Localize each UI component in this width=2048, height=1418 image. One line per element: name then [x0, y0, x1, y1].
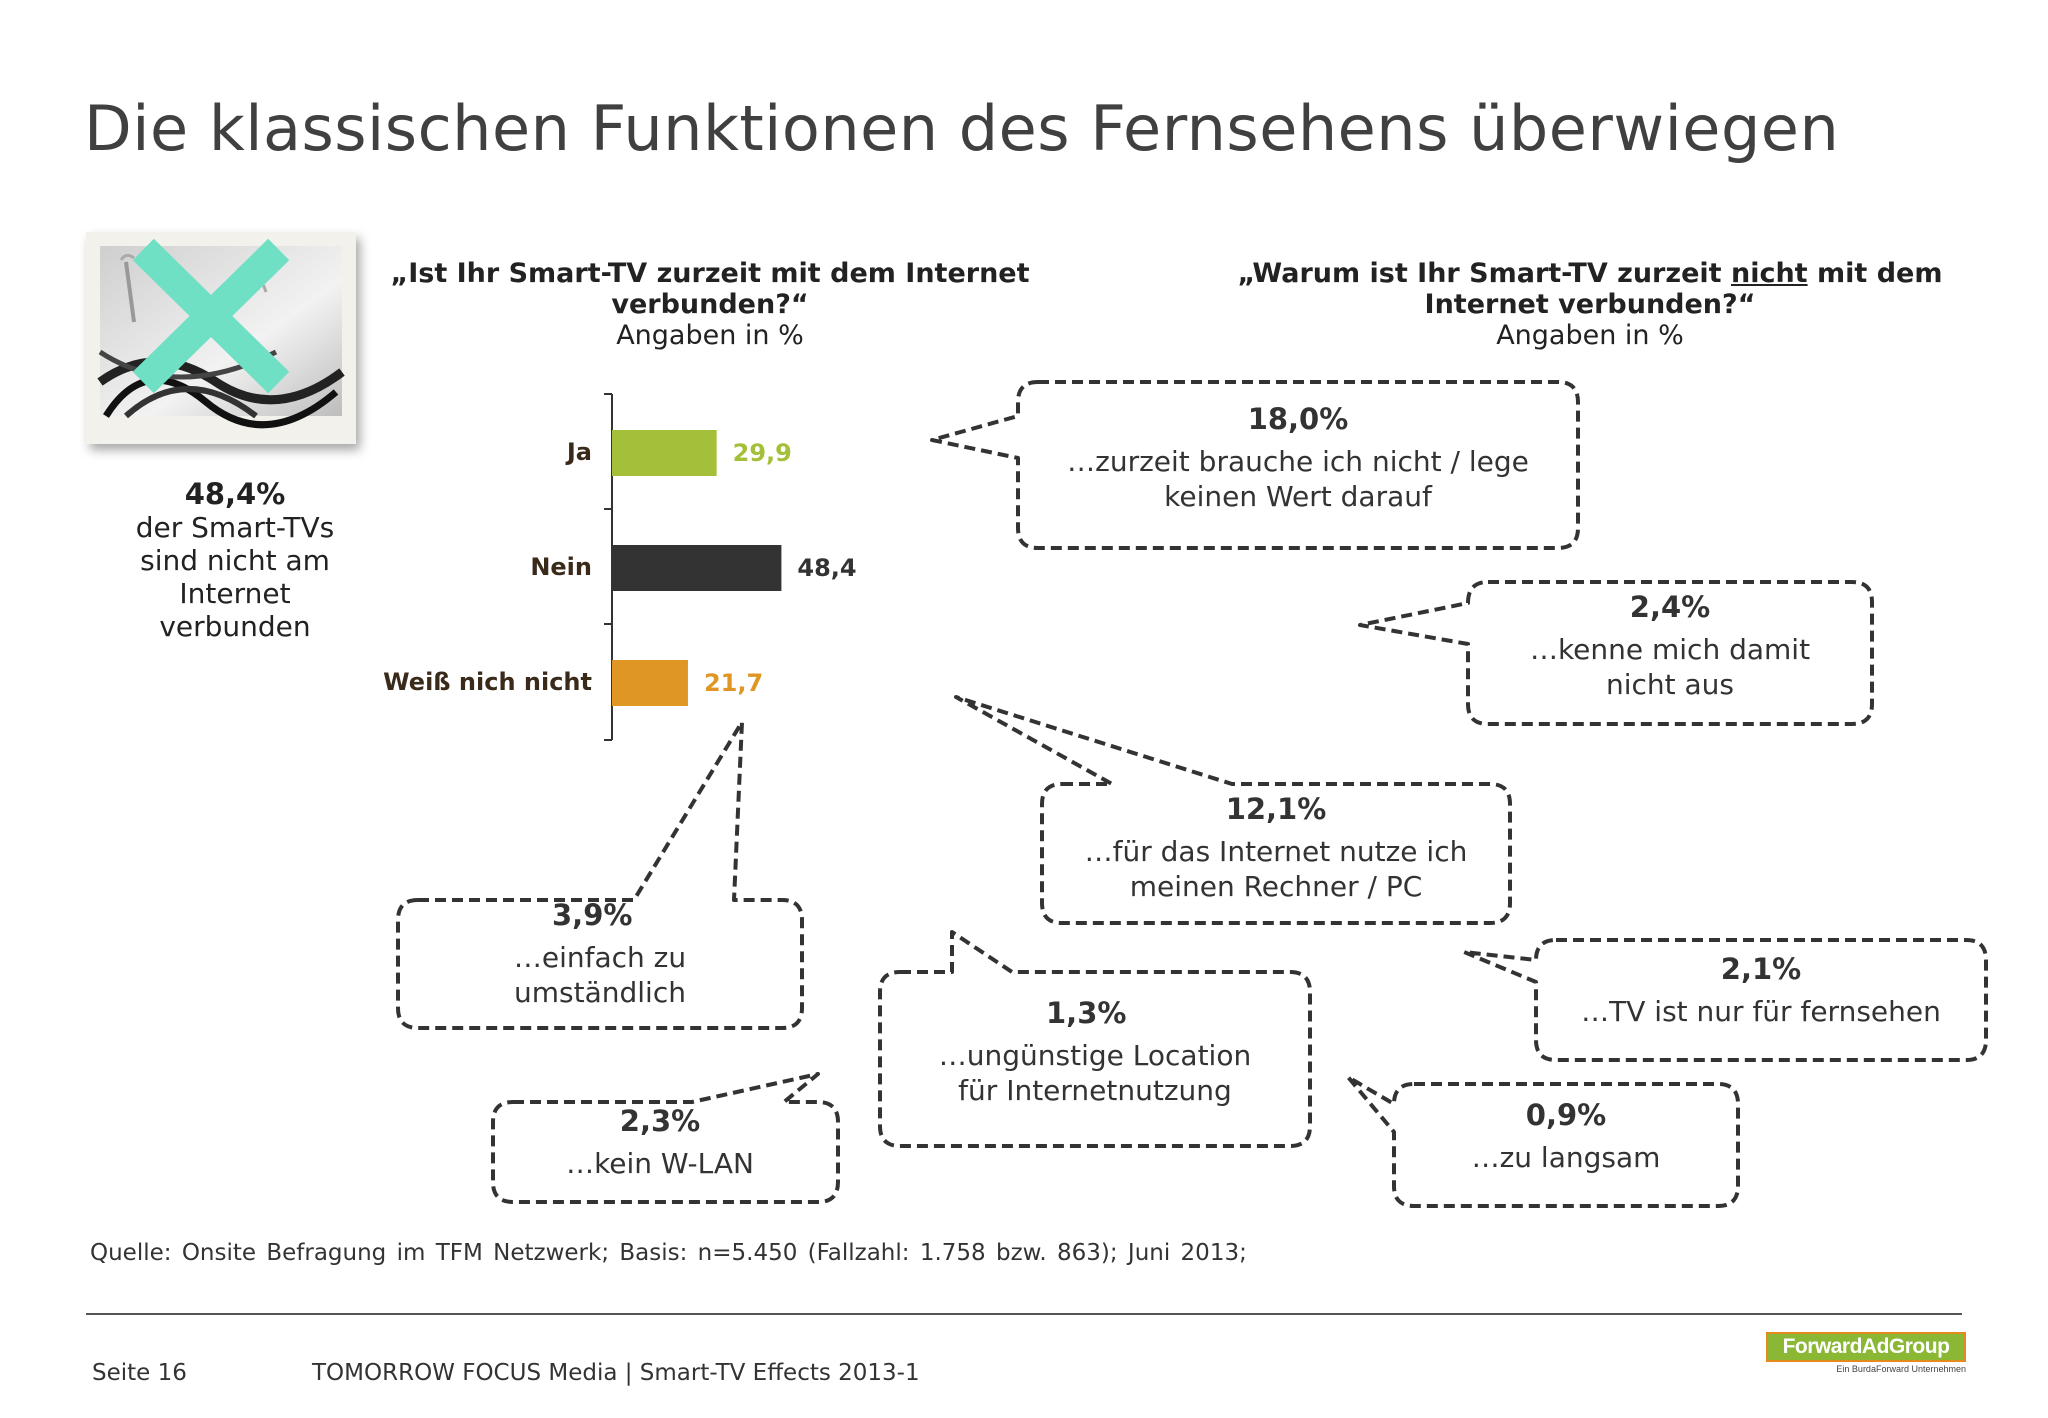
bar-chart: Ja Nein Weiß nich nicht 29,9 48,4 21,7 — [383, 393, 857, 741]
bubble-3-percentage: 12,1% — [1225, 792, 1327, 826]
question-1-line2: verbunden?“ — [611, 289, 809, 320]
bar-weiss — [612, 660, 688, 706]
bubble-8-percentage: 0,9% — [1525, 1098, 1607, 1132]
bubble-2: 2,4% …kenne mich damit nicht aus — [1470, 590, 1870, 702]
bubble-8-line1: …zu langsam — [1471, 1141, 1661, 1174]
page-title: Die klassischen Funktionen des Fernsehen… — [84, 92, 1840, 165]
logo-tagline: Ein BurdaForward Unternehmen — [1836, 1364, 1966, 1374]
bubble-5-line2: für Internetnutzung — [958, 1074, 1232, 1107]
bubble-7-percentage: 2,3% — [619, 1104, 701, 1138]
footer-text: TOMORROW FOCUS Media | Smart-TV Effects … — [312, 1360, 920, 1386]
bubble-6-line1: …TV ist nur für fernsehen — [1581, 995, 1941, 1028]
bubble-6: 2,1% …TV ist nur für fernsehen — [1538, 952, 1984, 1029]
bubble-7-line1: …kein W-LAN — [566, 1147, 754, 1180]
bubble-1: 18,0% …zurzeit brauche ich nicht / lege … — [1020, 402, 1576, 514]
question-2-line1-post: mit dem — [1807, 258, 1943, 289]
bubble-5-outline — [878, 930, 1312, 1148]
forwardadgroup-logo: ForwardAdGroup Ein BurdaForward Unterneh… — [1766, 1332, 1966, 1376]
logo-name: ForwardAdGroup — [1766, 1332, 1966, 1362]
bubble-5: 1,3% …ungünstige Location für Internetnu… — [882, 996, 1308, 1108]
bubble-6-percentage: 2,1% — [1720, 952, 1802, 986]
x-mark-icon — [132, 238, 290, 394]
question-2-heading: „Warum ist Ihr Smart-TV zurzeit nicht mi… — [1200, 258, 1980, 351]
cable-photo — [86, 232, 356, 444]
question-2-line1-pre: „Warum ist Ihr Smart-TV zurzeit — [1237, 258, 1731, 289]
bubble-1-outline — [930, 380, 1580, 550]
bubble-7-outline — [491, 1072, 840, 1204]
bubble-6-outline — [1462, 938, 1988, 1062]
question-2-underlined-word: nicht — [1730, 258, 1808, 289]
bar-value-ja: 29,9 — [733, 439, 792, 467]
bubble-3-line2: meinen Rechner / PC — [1129, 870, 1423, 903]
bubble-8: 0,9% …zu langsam — [1396, 1098, 1736, 1175]
question-1-heading: „Ist Ihr Smart-TV zurzeit mit dem Intern… — [370, 258, 1050, 351]
bubble-5-percentage: 1,3% — [1046, 996, 1127, 1030]
left-stat-line4: verbunden — [159, 610, 311, 643]
bubble-4-line2: umständlich — [514, 976, 686, 1009]
bar-label-ja: Ja — [565, 438, 592, 466]
left-stat-line3: Internet — [179, 577, 291, 610]
bubble-8-outline — [1346, 1075, 1740, 1208]
bubble-4-line1: …einfach zu — [513, 941, 687, 974]
bubble-4-outline — [396, 720, 804, 1030]
bubble-3-outline — [954, 695, 1512, 925]
question-2-line2: Internet verbunden?“ — [1424, 289, 1756, 320]
footer-divider — [86, 1313, 1962, 1315]
bubble-4: 3,9% …einfach zu umständlich — [400, 898, 800, 1010]
bubble-2-line1: …kenne mich damit — [1529, 633, 1811, 666]
bar-nein — [612, 545, 782, 591]
question-1-subtitle: Angaben in % — [616, 320, 804, 351]
bubble-1-percentage: 18,0% — [1247, 402, 1349, 436]
bar-label-weiss: Weiß nich nicht — [383, 668, 592, 696]
bar-value-weiss: 21,7 — [704, 669, 763, 697]
left-stat-line1: der Smart-TVs — [135, 511, 335, 544]
bubble-1-line2: keinen Wert darauf — [1164, 480, 1432, 513]
bar-label-nein: Nein — [530, 553, 592, 581]
bar-ja — [612, 430, 717, 476]
left-stat-line2: sind nicht am — [140, 544, 330, 577]
left-stat-percentage: 48,4% — [184, 477, 286, 511]
bubble-2-outline — [1358, 580, 1874, 726]
bubble-4-percentage: 3,9% — [552, 898, 633, 932]
source-note: Quelle: Onsite Befragung im TFM Netzwerk… — [90, 1240, 1247, 1266]
page-number: Seite 16 — [92, 1360, 187, 1386]
cable-photo-illustration — [97, 238, 345, 429]
bubble-7: 2,3% …kein W-LAN — [495, 1104, 825, 1181]
question-2-subtitle: Angaben in % — [1496, 320, 1684, 351]
bubble-3-line1: …für das Internet nutze ich — [1084, 835, 1468, 868]
question-1-line1: „Ist Ihr Smart-TV zurzeit mit dem Intern… — [390, 258, 1030, 289]
left-stat: 48,4% der Smart-TVs sind nicht am Intern… — [95, 477, 375, 644]
bubble-5-line1: …ungünstige Location — [938, 1039, 1252, 1072]
bar-value-nein: 48,4 — [797, 554, 856, 582]
bubble-1-line1: …zurzeit brauche ich nicht / lege — [1067, 445, 1529, 478]
bubble-2-line2: nicht aus — [1605, 668, 1735, 701]
bubble-2-percentage: 2,4% — [1629, 590, 1711, 624]
bubble-3: 12,1% …für das Internet nutze ich meinen… — [1044, 792, 1508, 904]
